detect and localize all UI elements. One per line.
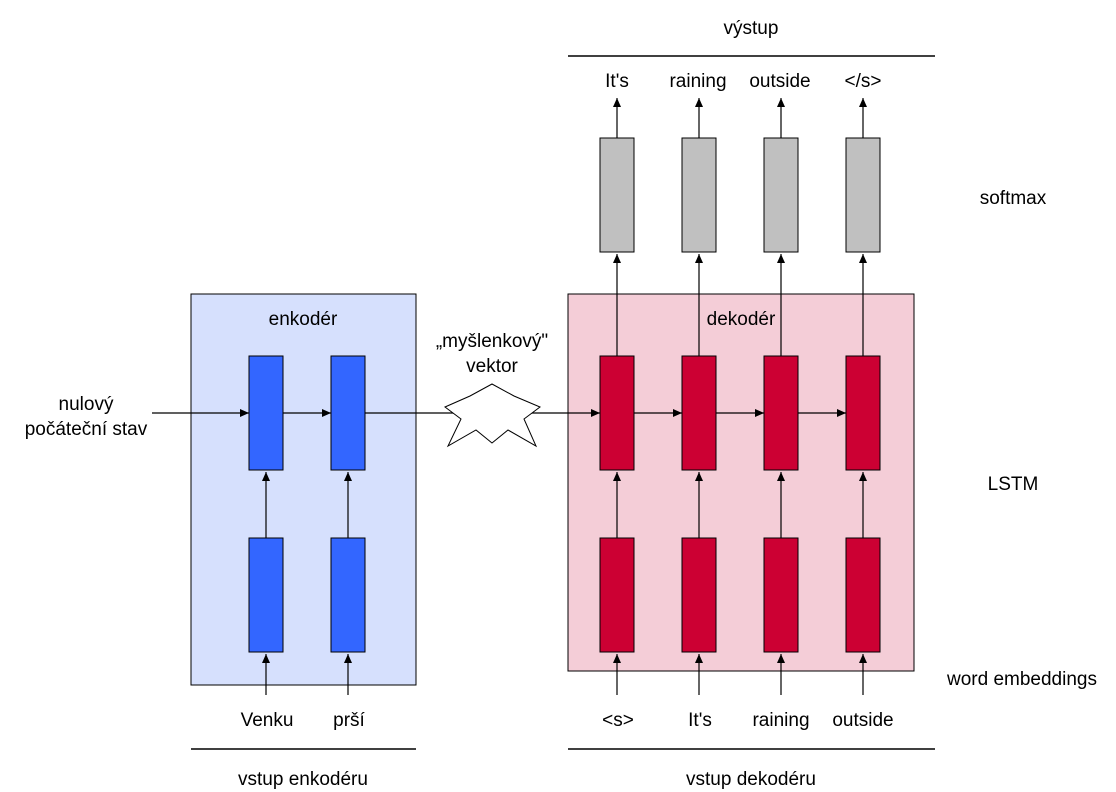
encoder-input-section-label: vstup enkodéru [238,769,368,790]
decoder-input-token: outside [832,710,893,731]
embeddings-layer-label: word embeddings [946,669,1097,690]
softmax-cell [845,137,881,253]
encoder-lstm-cell [330,355,366,471]
softmax-cell [763,137,799,253]
softmax-cell [599,137,635,253]
encoder-title: enkodér [269,309,338,330]
decoder-input-token: It's [688,710,712,731]
decoder-embedding-cell [599,537,635,653]
softmax-layer-label: softmax [980,188,1047,209]
encoder-input-token: prší [333,710,365,731]
decoder-lstm-cell [845,355,881,471]
decoder-embedding-cell [845,537,881,653]
thought-vector-star [444,383,541,448]
decoder-input-token: <s> [602,710,634,731]
lstm-layer-label: LSTM [988,474,1039,495]
decoder-embedding-cell [763,537,799,653]
thought-vector-label-line2: vektor [466,356,518,377]
encoder-panel [190,293,417,686]
output-token: It's [605,71,629,92]
decoder-input-token: raining [752,710,809,731]
arrows [152,98,867,695]
decoder-lstm-cell [599,355,635,471]
encoder-embedding-cell [248,537,284,653]
thought-vector-label-line1: „myšlenkový" [436,331,548,352]
encoder-embedding-cell [330,537,366,653]
decoder-lstm-cell [681,355,717,471]
cells [248,137,881,653]
decoder-input-section-label: vstup dekodéru [686,769,816,790]
output-token: outside [749,71,810,92]
decoder-lstm-cell [763,355,799,471]
initial-state-label-line1: nulový [59,394,114,415]
output-token: raining [669,71,726,92]
softmax-cell [681,137,717,253]
decoder-embedding-cell [681,537,717,653]
decoder-title: dekodér [707,309,776,330]
encoder-input-token: Venku [241,710,294,731]
initial-state-label-line2: počáteční stav [25,419,148,440]
output-label: výstup [724,18,779,39]
output-token: </s> [845,71,882,92]
encoder-lstm-cell [248,355,284,471]
